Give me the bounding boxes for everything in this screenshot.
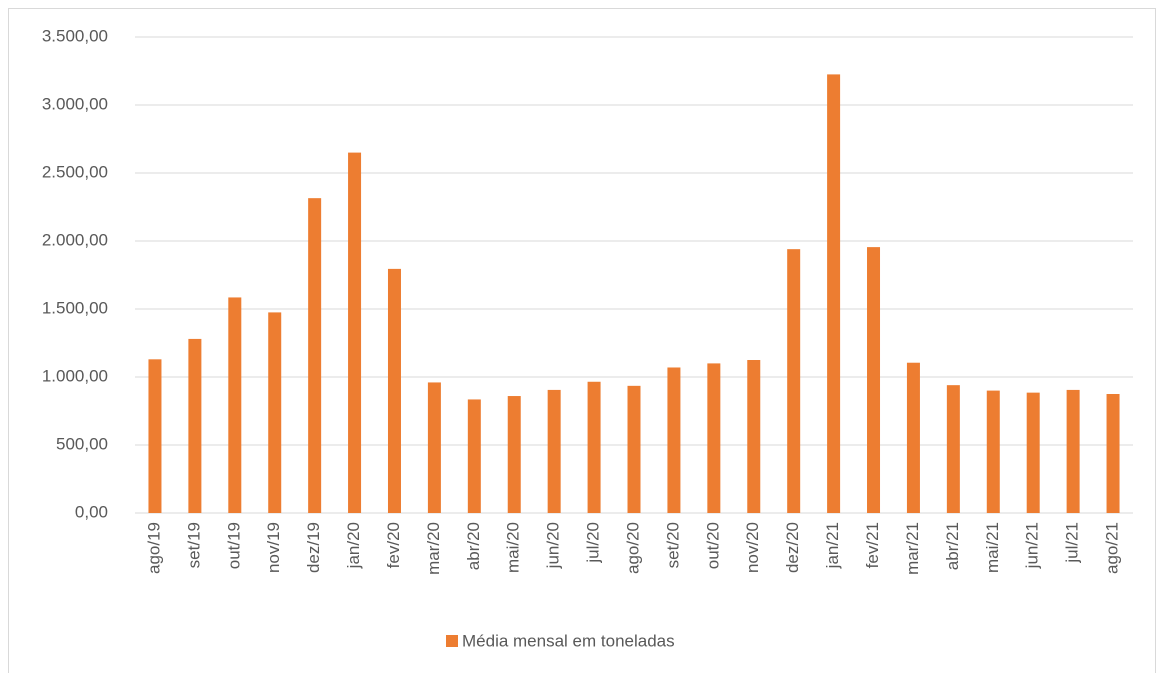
y-tick-label: 1.500,00 [42,298,108,317]
y-tick-label: 1.000,00 [42,366,108,385]
bar [467,399,481,513]
y-tick-label: 3.500,00 [42,26,108,45]
x-tick-label: ago/19 [144,522,163,574]
x-tick-label: mai/20 [504,522,523,573]
bar [986,390,1000,513]
bar [787,249,801,513]
x-tick-label: jan/21 [823,522,842,569]
bar [587,381,601,513]
x-tick-label: ago/21 [1103,522,1122,574]
legend-swatch [446,635,458,647]
bar [1066,389,1080,513]
x-tick-label: nov/19 [264,522,283,573]
bar [348,152,362,513]
x-tick-label: dez/19 [304,522,323,573]
x-tick-label: fev/20 [384,522,403,568]
bar [747,360,761,513]
x-tick-label: ago/20 [623,522,642,574]
bar [547,389,561,513]
bar [148,359,162,513]
bar [946,385,960,513]
bar [188,338,202,513]
x-tick-label: jul/21 [1063,522,1082,564]
y-tick-label: 500,00 [56,434,108,453]
x-tick-label: mar/21 [903,522,922,575]
x-tick-label: dez/20 [783,522,802,573]
chart-frame [8,8,1156,673]
bar [707,363,721,513]
bar [867,247,881,513]
bar [627,385,641,513]
x-tick-label: jun/21 [1023,522,1042,569]
legend-label: Média mensal em toneladas [462,631,675,650]
bar [308,198,322,513]
bar [507,396,521,513]
bar [387,268,401,513]
x-tick-label: abr/20 [464,522,483,570]
bar [228,297,242,513]
bar [906,362,920,513]
x-tick-label: nov/20 [743,522,762,573]
x-tick-label: jul/20 [584,522,603,564]
x-tick-label: jan/20 [344,522,363,569]
y-tick-label: 2.500,00 [42,162,108,181]
x-tick-label: mai/21 [983,522,1002,573]
y-tick-label: 2.000,00 [42,230,108,249]
x-tick-label: fev/21 [863,522,882,568]
bar [1106,394,1120,513]
x-tick-label: set/19 [184,522,203,568]
bar [1026,392,1040,513]
bar [827,74,841,514]
bar [427,382,441,513]
bar [667,367,681,513]
y-tick-label: 3.000,00 [42,94,108,113]
x-tick-label: jun/20 [544,522,563,569]
y-tick-label: 0,00 [75,502,108,521]
x-tick-label: mar/20 [424,522,443,575]
bar [268,312,282,513]
x-tick-label: abr/21 [943,522,962,570]
x-tick-label: out/19 [224,522,243,569]
x-tick-label: set/20 [663,522,682,568]
x-tick-label: out/20 [703,522,722,569]
